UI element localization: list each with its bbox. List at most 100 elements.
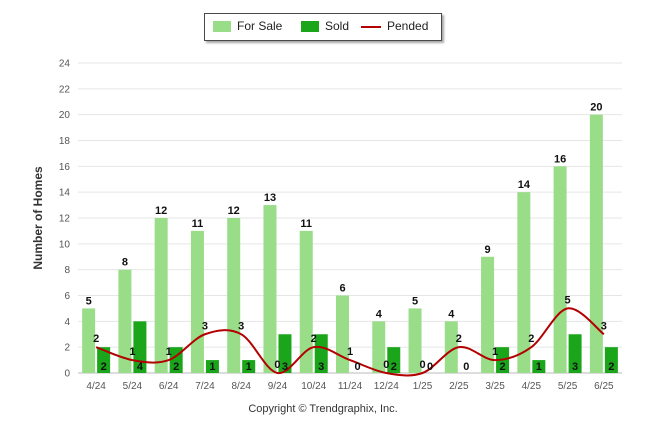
bar-for-sale	[553, 166, 567, 373]
bar-sold	[205, 360, 219, 373]
data-label-sold: 1	[536, 361, 542, 373]
data-label-sold: 2	[101, 361, 107, 373]
y-tick-label: 8	[64, 265, 70, 276]
x-tick-label: 6/24	[159, 381, 179, 392]
copyright-text: Copyright © Trendgraphix, Inc.	[248, 403, 398, 415]
y-axis-title: Number of Homes	[31, 166, 45, 270]
bar-for-sale	[517, 192, 531, 373]
data-label-pended: 0	[274, 359, 280, 371]
bar-sold	[314, 334, 328, 373]
bar-for-sale	[408, 308, 422, 373]
x-tick-label: 5/25	[558, 381, 578, 392]
y-tick-label: 16	[59, 162, 71, 173]
legend-label-for-sale: For Sale	[237, 19, 283, 33]
data-label-sold: 2	[173, 361, 179, 373]
data-label-for-sale: 20	[590, 102, 602, 114]
data-label-sold: 3	[318, 361, 324, 373]
data-label-for-sale: 4	[448, 308, 455, 320]
bar-for-sale	[336, 295, 349, 373]
data-label-sold: 0	[427, 361, 433, 373]
data-label-pended: 0	[383, 359, 389, 371]
bar-sold	[568, 334, 582, 373]
data-label-for-sale: 16	[554, 153, 566, 165]
data-label-for-sale: 11	[300, 218, 312, 230]
data-label-sold: 4	[137, 361, 144, 373]
bar-sold	[278, 334, 292, 373]
bar-for-sale	[372, 321, 386, 373]
data-label-sold: 3	[282, 361, 288, 373]
x-tick-label: 9/24	[268, 381, 288, 392]
data-label-sold: 1	[246, 361, 252, 373]
y-tick-label: 6	[64, 291, 70, 302]
data-label-sold: 0	[354, 361, 360, 373]
data-label-for-sale: 12	[228, 205, 240, 217]
x-tick-label: 7/24	[195, 381, 215, 392]
data-label-sold: 3	[572, 361, 578, 373]
x-tick-label: 10/24	[301, 381, 326, 392]
bar-for-sale	[589, 114, 603, 374]
y-tick-label: 0	[64, 369, 70, 380]
bar-for-sale	[227, 218, 241, 373]
y-tick-label: 22	[59, 84, 71, 95]
data-label-pended: 2	[93, 333, 99, 345]
data-label-sold: 2	[500, 361, 506, 373]
data-label-for-sale: 11	[192, 218, 204, 230]
data-label-pended: 2	[528, 333, 534, 345]
legend-swatch-for-sale	[213, 21, 231, 32]
bar-for-sale	[154, 218, 168, 373]
x-tick-label: 12/24	[374, 381, 399, 392]
y-tick-label: 14	[59, 188, 71, 199]
data-label-for-sale: 5	[412, 295, 418, 307]
data-label-pended: 1	[347, 346, 353, 358]
y-tick-label: 10	[59, 239, 71, 250]
bar-sold	[532, 360, 546, 373]
x-tick-label: 6/25	[594, 381, 614, 392]
bar-sold	[242, 360, 256, 373]
y-tick-label: 2	[64, 343, 70, 354]
bar-for-sale	[190, 230, 204, 373]
data-label-pended: 1	[166, 346, 172, 358]
data-label-pended: 1	[129, 346, 135, 358]
data-label-for-sale: 13	[264, 192, 276, 204]
y-tick-label: 4	[64, 317, 70, 328]
bar-for-sale	[299, 230, 313, 373]
data-label-pended: 3	[202, 320, 208, 332]
y-tick-label: 24	[59, 59, 71, 70]
data-label-for-sale: 12	[155, 205, 167, 217]
x-tick-label: 3/25	[485, 381, 505, 392]
data-label-sold: 2	[391, 361, 397, 373]
legend-label-pended: Pended	[387, 19, 429, 33]
x-tick-label: 11/24	[338, 381, 363, 392]
bar-for-sale	[82, 308, 96, 373]
bar-for-sale	[263, 205, 277, 373]
x-tick-label: 1/25	[413, 381, 433, 392]
bar-sold	[97, 347, 111, 373]
legend-swatch-sold	[301, 21, 319, 32]
data-label-for-sale: 5	[86, 295, 92, 307]
legend-line-pended	[361, 26, 381, 28]
data-label-for-sale: 14	[518, 179, 531, 191]
y-tick-label: 12	[59, 214, 71, 225]
x-tick-label: 4/24	[86, 381, 106, 392]
x-tick-label: 2/25	[449, 381, 469, 392]
y-tick-label: 18	[59, 136, 71, 147]
data-label-for-sale: 8	[122, 257, 128, 269]
data-label-sold: 1	[209, 361, 215, 373]
data-label-sold: 2	[608, 361, 614, 373]
data-label-pended: 2	[311, 333, 317, 345]
data-label-pended: 2	[456, 333, 462, 345]
data-label-for-sale: 9	[485, 244, 491, 256]
data-label-pended: 3	[601, 320, 607, 332]
y-tick-label: 20	[59, 110, 71, 121]
line-pended	[95, 307, 605, 377]
bar-sold	[604, 347, 618, 373]
data-label-pended: 3	[238, 320, 244, 332]
legend: For Sale Sold Pended	[204, 13, 442, 41]
bar-for-sale	[444, 321, 458, 373]
data-label-pended: 1	[492, 346, 498, 358]
data-label-pended: 5	[565, 294, 571, 306]
x-tick-label: 8/24	[231, 381, 251, 392]
x-tick-label: 4/25	[522, 381, 542, 392]
